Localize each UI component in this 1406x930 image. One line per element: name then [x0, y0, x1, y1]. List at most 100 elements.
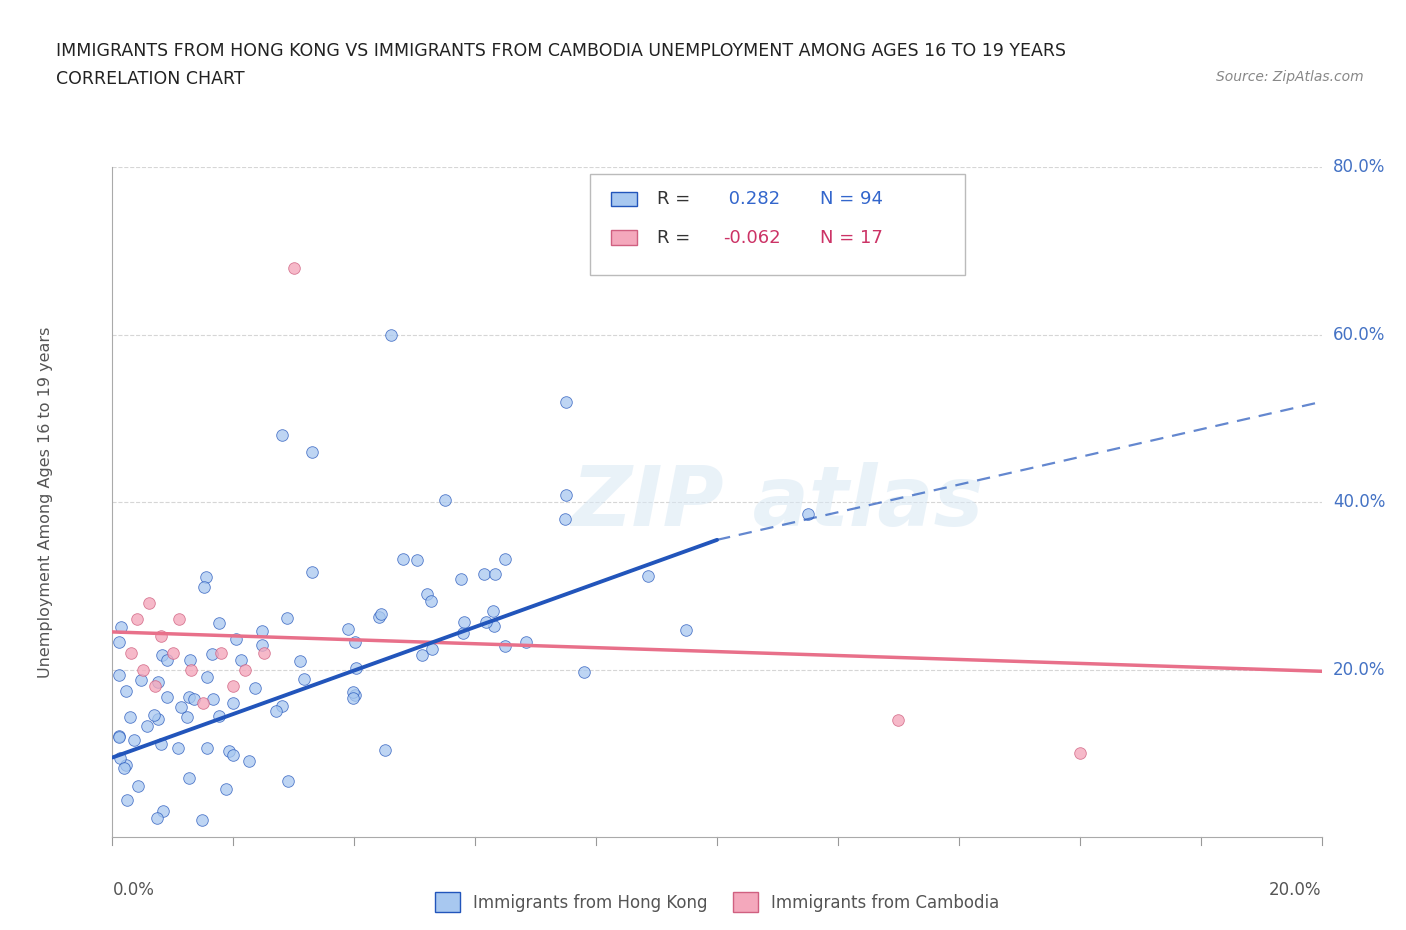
Point: [156, 689, 179, 704]
Text: 20.0%: 20.0%: [1270, 881, 1322, 898]
Point: [152, 804, 174, 818]
Point: [125, 612, 148, 627]
Point: [344, 661, 367, 676]
Text: -0.062: -0.062: [723, 229, 780, 246]
Text: Source: ZipAtlas.com: Source: ZipAtlas.com: [1216, 70, 1364, 84]
Point: [406, 552, 429, 567]
Point: [149, 629, 172, 644]
Point: [229, 652, 252, 667]
Point: [225, 631, 247, 646]
Point: [180, 662, 202, 677]
Point: [420, 593, 443, 608]
Point: [1069, 746, 1091, 761]
Point: [209, 645, 232, 660]
Text: ZIP atlas: ZIP atlas: [571, 461, 984, 543]
Point: [107, 634, 129, 649]
Point: [201, 691, 224, 706]
Point: [135, 718, 157, 733]
Point: [276, 611, 298, 626]
Point: [218, 743, 240, 758]
Text: 0.0%: 0.0%: [112, 881, 155, 898]
Point: [201, 646, 224, 661]
Point: [191, 696, 214, 711]
Point: [132, 662, 155, 677]
Point: [235, 662, 257, 677]
Point: [572, 664, 595, 679]
Point: [108, 751, 131, 765]
Text: IMMIGRANTS FROM HONG KONG VS IMMIGRANTS FROM CAMBODIA UNEMPLOYMENT AMONG AGES 16: IMMIGRANTS FROM HONG KONG VS IMMIGRANTS …: [56, 42, 1066, 60]
Point: [416, 587, 439, 602]
Point: [554, 512, 576, 526]
Point: [120, 710, 142, 724]
Point: [197, 740, 219, 755]
Point: [114, 684, 136, 698]
Point: [420, 642, 443, 657]
Point: [554, 394, 576, 409]
Text: CORRELATION CHART: CORRELATION CHART: [56, 70, 245, 87]
Point: [138, 595, 160, 610]
Point: [637, 568, 659, 583]
Text: N = 17: N = 17: [820, 229, 883, 246]
Text: 60.0%: 60.0%: [1333, 326, 1385, 344]
Point: [494, 551, 516, 566]
Point: [243, 681, 266, 696]
Legend: Immigrants from Hong Kong, Immigrants from Cambodia: Immigrants from Hong Kong, Immigrants fr…: [434, 892, 1000, 912]
Point: [370, 607, 392, 622]
Point: [250, 624, 273, 639]
Point: [343, 688, 366, 703]
Point: [148, 711, 170, 726]
Point: [115, 757, 138, 772]
Point: [482, 604, 505, 618]
Point: [143, 679, 166, 694]
Point: [450, 571, 472, 586]
Point: [796, 506, 818, 521]
Point: [179, 770, 201, 785]
Point: [215, 781, 238, 796]
Point: [107, 668, 129, 683]
Point: [195, 670, 218, 684]
Point: [193, 580, 215, 595]
Point: [207, 616, 229, 631]
Point: [342, 690, 364, 705]
Point: [222, 679, 245, 694]
FancyBboxPatch shape: [610, 231, 637, 246]
Point: [179, 653, 201, 668]
Point: [176, 710, 198, 724]
Point: [290, 653, 312, 668]
Point: [264, 703, 287, 718]
Point: [162, 645, 184, 660]
Point: [156, 653, 179, 668]
Point: [453, 614, 475, 629]
Point: [250, 638, 273, 653]
Text: 40.0%: 40.0%: [1333, 493, 1385, 512]
Point: [194, 570, 217, 585]
Point: [122, 733, 145, 748]
Point: [482, 618, 505, 633]
Point: [253, 645, 276, 660]
Point: [129, 672, 152, 687]
Point: [392, 551, 415, 566]
Text: 80.0%: 80.0%: [1333, 158, 1385, 177]
Point: [515, 634, 537, 649]
Point: [238, 753, 260, 768]
Point: [374, 743, 396, 758]
Text: 0.282: 0.282: [723, 190, 780, 208]
Point: [120, 645, 142, 660]
Point: [167, 741, 190, 756]
Text: Unemployment Among Ages 16 to 19 years: Unemployment Among Ages 16 to 19 years: [38, 326, 53, 678]
FancyBboxPatch shape: [610, 192, 637, 206]
Point: [277, 774, 299, 789]
Point: [115, 792, 138, 807]
Point: [380, 327, 402, 342]
Point: [107, 729, 129, 744]
Point: [411, 647, 433, 662]
Point: [150, 648, 173, 663]
Point: [107, 729, 129, 744]
Point: [343, 634, 366, 649]
Point: [301, 445, 323, 459]
Point: [167, 612, 190, 627]
Point: [301, 565, 323, 579]
Point: [183, 692, 205, 707]
Point: [368, 610, 391, 625]
Point: [127, 778, 149, 793]
